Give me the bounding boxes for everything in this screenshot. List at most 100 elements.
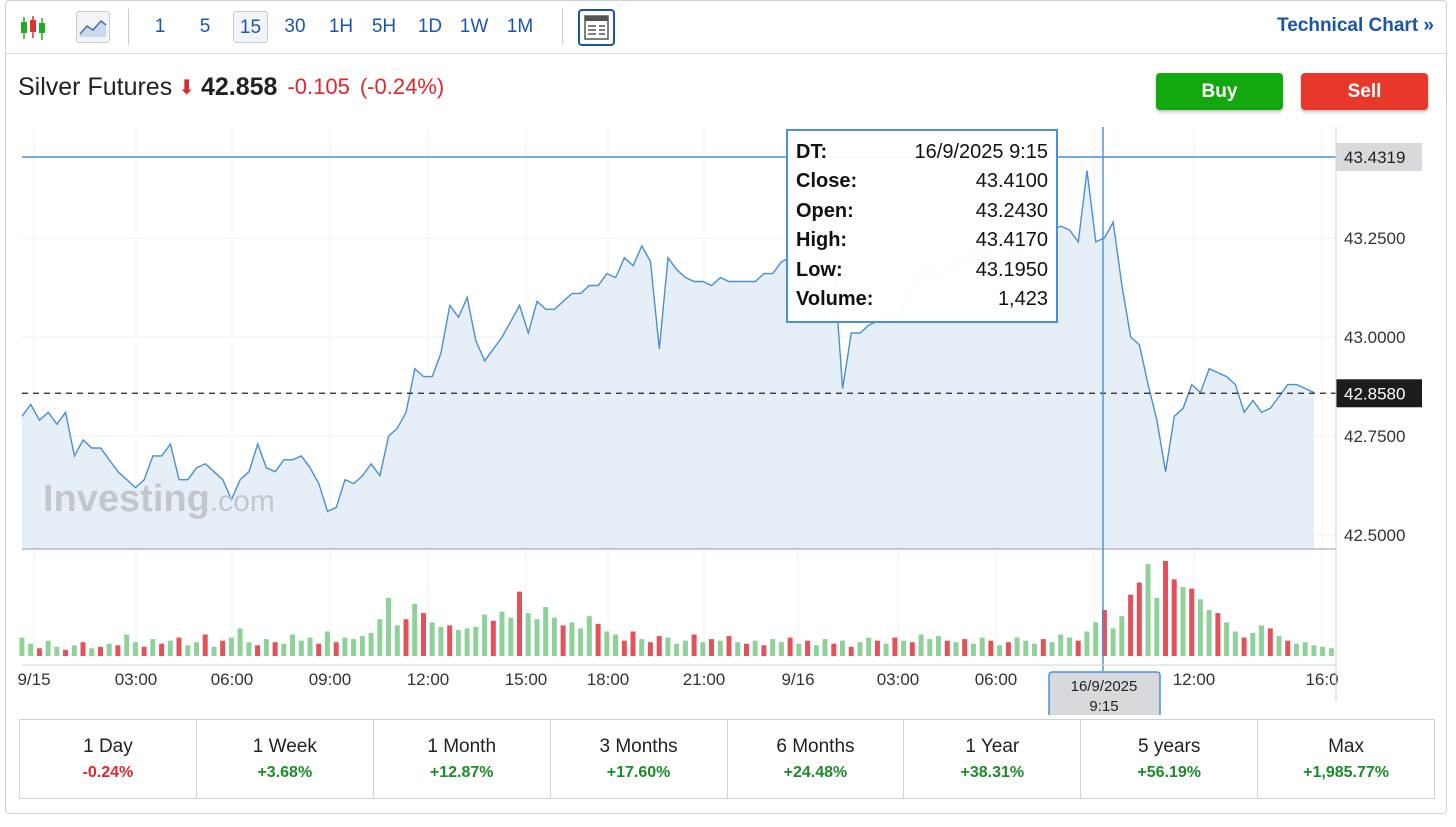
period-3-months[interactable]: 3 Months +17.60% (551, 720, 728, 798)
volume-bar (682, 640, 688, 656)
volume-bar (28, 643, 34, 656)
tooltip-value: 43.2430 (975, 199, 1048, 222)
technical-chart-link[interactable]: Technical Chart » (1277, 15, 1434, 36)
period-change: +1,985.77% (1303, 764, 1389, 781)
volume-bar (1067, 637, 1072, 656)
period-change: -0.24% (82, 764, 134, 781)
volume-bar (1128, 594, 1134, 656)
volume-bar (997, 645, 1003, 656)
volume-bar (141, 646, 147, 656)
volume-bar (831, 643, 837, 656)
volume-bar (1250, 633, 1256, 656)
area-chart-icon[interactable] (76, 11, 110, 43)
x-tick-label: 9/15 (17, 670, 50, 689)
candlestick-icon[interactable] (19, 13, 49, 43)
volume-bar (359, 636, 365, 656)
volume-bar (132, 642, 138, 656)
volume-bar (805, 640, 811, 656)
volume-bar (98, 646, 103, 656)
period-1-year[interactable]: 1 Year +38.31% (904, 720, 1082, 798)
layout-panel-icon[interactable] (578, 9, 615, 46)
volume-bar (54, 646, 60, 656)
volume-bar (1163, 561, 1168, 656)
price-change: -0.105 (287, 74, 350, 99)
volume-bar (621, 640, 627, 656)
buy-button[interactable]: Buy (1156, 73, 1283, 110)
volume-bar (412, 603, 418, 656)
price-change-percent: (-0.24%) (359, 74, 445, 99)
interval-5h[interactable]: 5H (371, 16, 397, 37)
volume-bar (1101, 610, 1107, 656)
y-tick-label: 43.0000 (1344, 328, 1405, 347)
volume-bar (901, 640, 907, 656)
period-max[interactable]: Max +1,985.77% (1258, 720, 1434, 798)
volume-bar (770, 639, 776, 656)
x-tick-label: 16:0 (1305, 670, 1338, 689)
volume-bar (281, 643, 287, 656)
interval-1m[interactable]: 1M (506, 16, 534, 37)
interval-1[interactable]: 1 (154, 16, 166, 37)
chart-widget: 1 5 15 30 1H 5H 1D 1W 1M Technical Chart » Silve… (5, 0, 1447, 814)
x-tick-label: 15:00 (505, 670, 548, 689)
interval-1h[interactable]: 1H (328, 16, 354, 37)
period-change: +38.31% (960, 764, 1025, 781)
tooltip-value: 1,423 (997, 287, 1048, 310)
volume-bar (944, 640, 950, 656)
volume-bar (368, 633, 374, 656)
volume-bar (953, 642, 959, 656)
volume-bar (778, 642, 784, 656)
volume-bar (761, 645, 767, 656)
volume-bar (255, 645, 261, 656)
volume-bar (1032, 643, 1037, 656)
volume-bar (464, 628, 470, 656)
volume-bar (473, 626, 479, 656)
volume-bar (45, 640, 51, 656)
x-tick-label: 06:00 (975, 670, 1018, 689)
volume-bar (874, 640, 880, 656)
performance-periods: 1 Day -0.24% 1 Week +3.68% 1 Month +12.87% 3 M… (19, 719, 1435, 799)
interval-1d[interactable]: 1D (417, 16, 443, 37)
volume-bar (1259, 625, 1264, 656)
period-label: 1 Day (83, 736, 133, 757)
volume-bar (1302, 642, 1308, 656)
interval-1w[interactable]: 1W (459, 16, 489, 37)
period-1-month[interactable]: 1 Month +12.87% (374, 720, 551, 798)
volume-bar (1180, 587, 1186, 656)
volume-bar (534, 619, 540, 656)
volume-bar (386, 597, 391, 656)
x-tick-label: 18:00 (587, 670, 630, 689)
price-chart[interactable]: Investing.com 43.2500 43.0000 42.7500 42.500… (6, 1, 1446, 715)
period-6-months[interactable]: 6 Months +24.48% (728, 720, 905, 798)
crosshair-price-box (1336, 143, 1422, 171)
volume-bar (1276, 636, 1282, 656)
volume-bar (796, 643, 802, 656)
volume-bar (630, 631, 636, 656)
volume-bar (892, 637, 898, 656)
period-label: 1 Week (252, 736, 317, 757)
volume-bar (1232, 631, 1238, 656)
period-1-week[interactable]: 1 Week +3.68% (197, 720, 374, 798)
x-tick-label: 06:00 (211, 670, 254, 689)
period-5-years[interactable]: 5 years +56.19% (1081, 720, 1259, 798)
x-tick-label: 09:00 (309, 670, 352, 689)
volume-bar (656, 636, 662, 656)
interval-5[interactable]: 5 (199, 16, 211, 37)
interval-30[interactable]: 30 (284, 16, 306, 37)
volume-bar (1154, 597, 1160, 656)
tooltip-key: High: (796, 229, 848, 252)
period-1-day[interactable]: 1 Day -0.24% (20, 720, 197, 798)
volume-bar (377, 619, 383, 656)
volume-bar (237, 628, 243, 656)
volume-bar (1215, 613, 1221, 656)
volume-bar (1171, 579, 1177, 656)
sell-button[interactable]: Sell (1301, 73, 1428, 110)
volume-bar (421, 613, 426, 656)
volume-bar (176, 637, 182, 656)
last-price-axis-label: 42.8580 (1344, 384, 1405, 403)
interval-15[interactable]: 15 (233, 11, 268, 43)
volume-bar (1136, 582, 1142, 656)
volume-bar (927, 639, 933, 656)
volume-bar (394, 625, 400, 656)
tooltip-key: Open: (796, 199, 854, 222)
tooltip-row: Volume: 1,423 (796, 288, 1048, 317)
